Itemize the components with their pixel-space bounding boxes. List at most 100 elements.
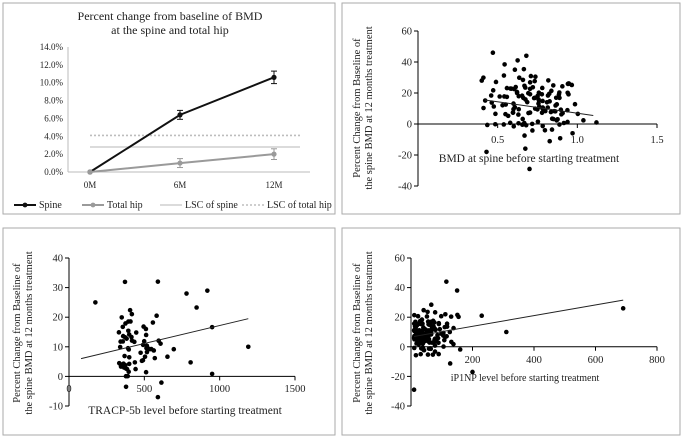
scatter-point	[522, 83, 527, 89]
scatter-point	[457, 347, 463, 352]
trend-line	[80, 318, 249, 360]
scatter-point	[436, 351, 441, 357]
scatter-point	[441, 344, 446, 349]
scatter-point	[119, 315, 125, 320]
trend-line	[484, 99, 594, 116]
scatter-point	[539, 85, 545, 91]
scatter-point	[482, 98, 488, 103]
scatter-point	[155, 394, 161, 400]
scatter-point	[449, 339, 454, 345]
scatter-point	[120, 324, 126, 330]
scatter-point	[413, 323, 418, 328]
scatter-point	[554, 102, 560, 107]
chart-d-ylabel-line1: Percent Change from Baseline of	[352, 263, 363, 403]
chart-a-title-line2: at the spine and total hip	[111, 23, 229, 37]
scatter-point	[122, 353, 127, 359]
scatter-point	[141, 324, 146, 329]
x-tick-label: 0.5	[491, 135, 504, 146]
scatter-point	[491, 104, 497, 109]
scatter-point	[522, 133, 527, 138]
scatter-point	[504, 329, 509, 335]
scatter-point	[424, 314, 430, 319]
scatter-point	[425, 309, 430, 315]
scatter-point	[548, 109, 554, 115]
x-tick-label: 800	[649, 355, 665, 366]
line-chart-bmd-change: Percent change from baseline of BMD at t…	[14, 9, 332, 211]
y-tick-label: 20	[53, 313, 64, 324]
chart-a-legend-label: Total hip	[107, 200, 143, 211]
scatter-point	[521, 66, 527, 72]
scatter-point	[620, 306, 626, 311]
scatter-point	[470, 369, 475, 375]
scatter-point	[133, 330, 139, 335]
scatter-point	[141, 338, 147, 344]
chart-a-title-line1: Percent change from baseline of BMD	[78, 9, 263, 23]
scatter-point	[158, 341, 163, 346]
scatter-point	[439, 331, 444, 337]
scatter-point	[118, 362, 124, 367]
scatter-point	[503, 111, 508, 117]
scatter-point	[430, 352, 436, 357]
scatter-point	[123, 373, 129, 379]
scatter-point	[501, 73, 507, 78]
scatter-point	[455, 312, 460, 318]
scatter-point	[547, 99, 552, 104]
x-tick-label: 200	[465, 355, 481, 366]
panel-a-frame	[2, 2, 336, 215]
scatter-point	[415, 313, 421, 319]
scatter-point	[516, 112, 521, 117]
chart-a-x-tick-label: 6M	[174, 180, 187, 190]
y-tick-label: 60	[395, 254, 406, 265]
scatter-point	[126, 347, 132, 352]
scatter-point	[515, 58, 520, 63]
scatter-point	[502, 62, 507, 67]
scatter-point	[479, 313, 485, 319]
scatter-point	[497, 94, 502, 99]
scatter-point	[411, 387, 417, 393]
scatter-point	[126, 354, 132, 360]
scatter-point	[132, 339, 137, 345]
chart-a-series-line	[89, 76, 275, 173]
chart-a-point	[271, 74, 277, 80]
y-tick-label: 40	[53, 254, 64, 265]
scatter-point	[435, 332, 440, 338]
chart-a-point	[177, 112, 183, 118]
scatter-tracp5b: Percent Change from Baseline of the spin…	[12, 251, 306, 417]
chart-a-x-tick-label: 12M	[265, 180, 282, 190]
scatter-point	[433, 338, 439, 344]
chart-b-ylabel-line2: the spine BMD at 12 months treatment	[364, 26, 375, 189]
panel-b-frame	[341, 2, 681, 215]
scatter-point	[122, 335, 128, 340]
chart-a-legend: Spine Total hip LSC of spine LSC of total h…	[14, 200, 332, 211]
scatter-point	[123, 321, 128, 326]
chart-a-y-tick-label: 6.0%	[44, 113, 63, 123]
chart-a-legend-label: LSC of total hip	[267, 200, 332, 211]
scatter-point	[138, 350, 143, 356]
scatter-point	[516, 120, 521, 126]
scatter-point	[566, 81, 572, 87]
scatter-point	[527, 166, 532, 172]
scatter-point	[484, 149, 489, 155]
scatter-point	[536, 90, 542, 95]
chart-a-point	[87, 169, 93, 175]
scatter-point	[429, 340, 435, 345]
scatter-point	[133, 366, 138, 372]
scatter-point	[139, 358, 145, 364]
scatter-point	[511, 106, 516, 112]
scatter-point	[565, 90, 570, 96]
chart-b-ylabel-line1: Percent Change from Baseline of	[352, 38, 363, 178]
scatter-point	[557, 95, 562, 101]
scatter-point	[581, 118, 586, 123]
chart-a-y-tick-label: 4.0%	[44, 131, 63, 141]
scatter-point	[121, 365, 127, 370]
scatter-point	[415, 335, 420, 341]
scatter-point	[516, 93, 522, 99]
y-tick-label: 30	[53, 283, 64, 294]
scatter-point	[194, 305, 199, 310]
x-tick-label: 1.5	[650, 135, 663, 146]
scatter-point	[122, 279, 128, 285]
scatter-point	[154, 313, 159, 319]
trend-line	[413, 299, 624, 337]
scatter-point	[479, 78, 485, 83]
scatter-point	[485, 122, 490, 128]
